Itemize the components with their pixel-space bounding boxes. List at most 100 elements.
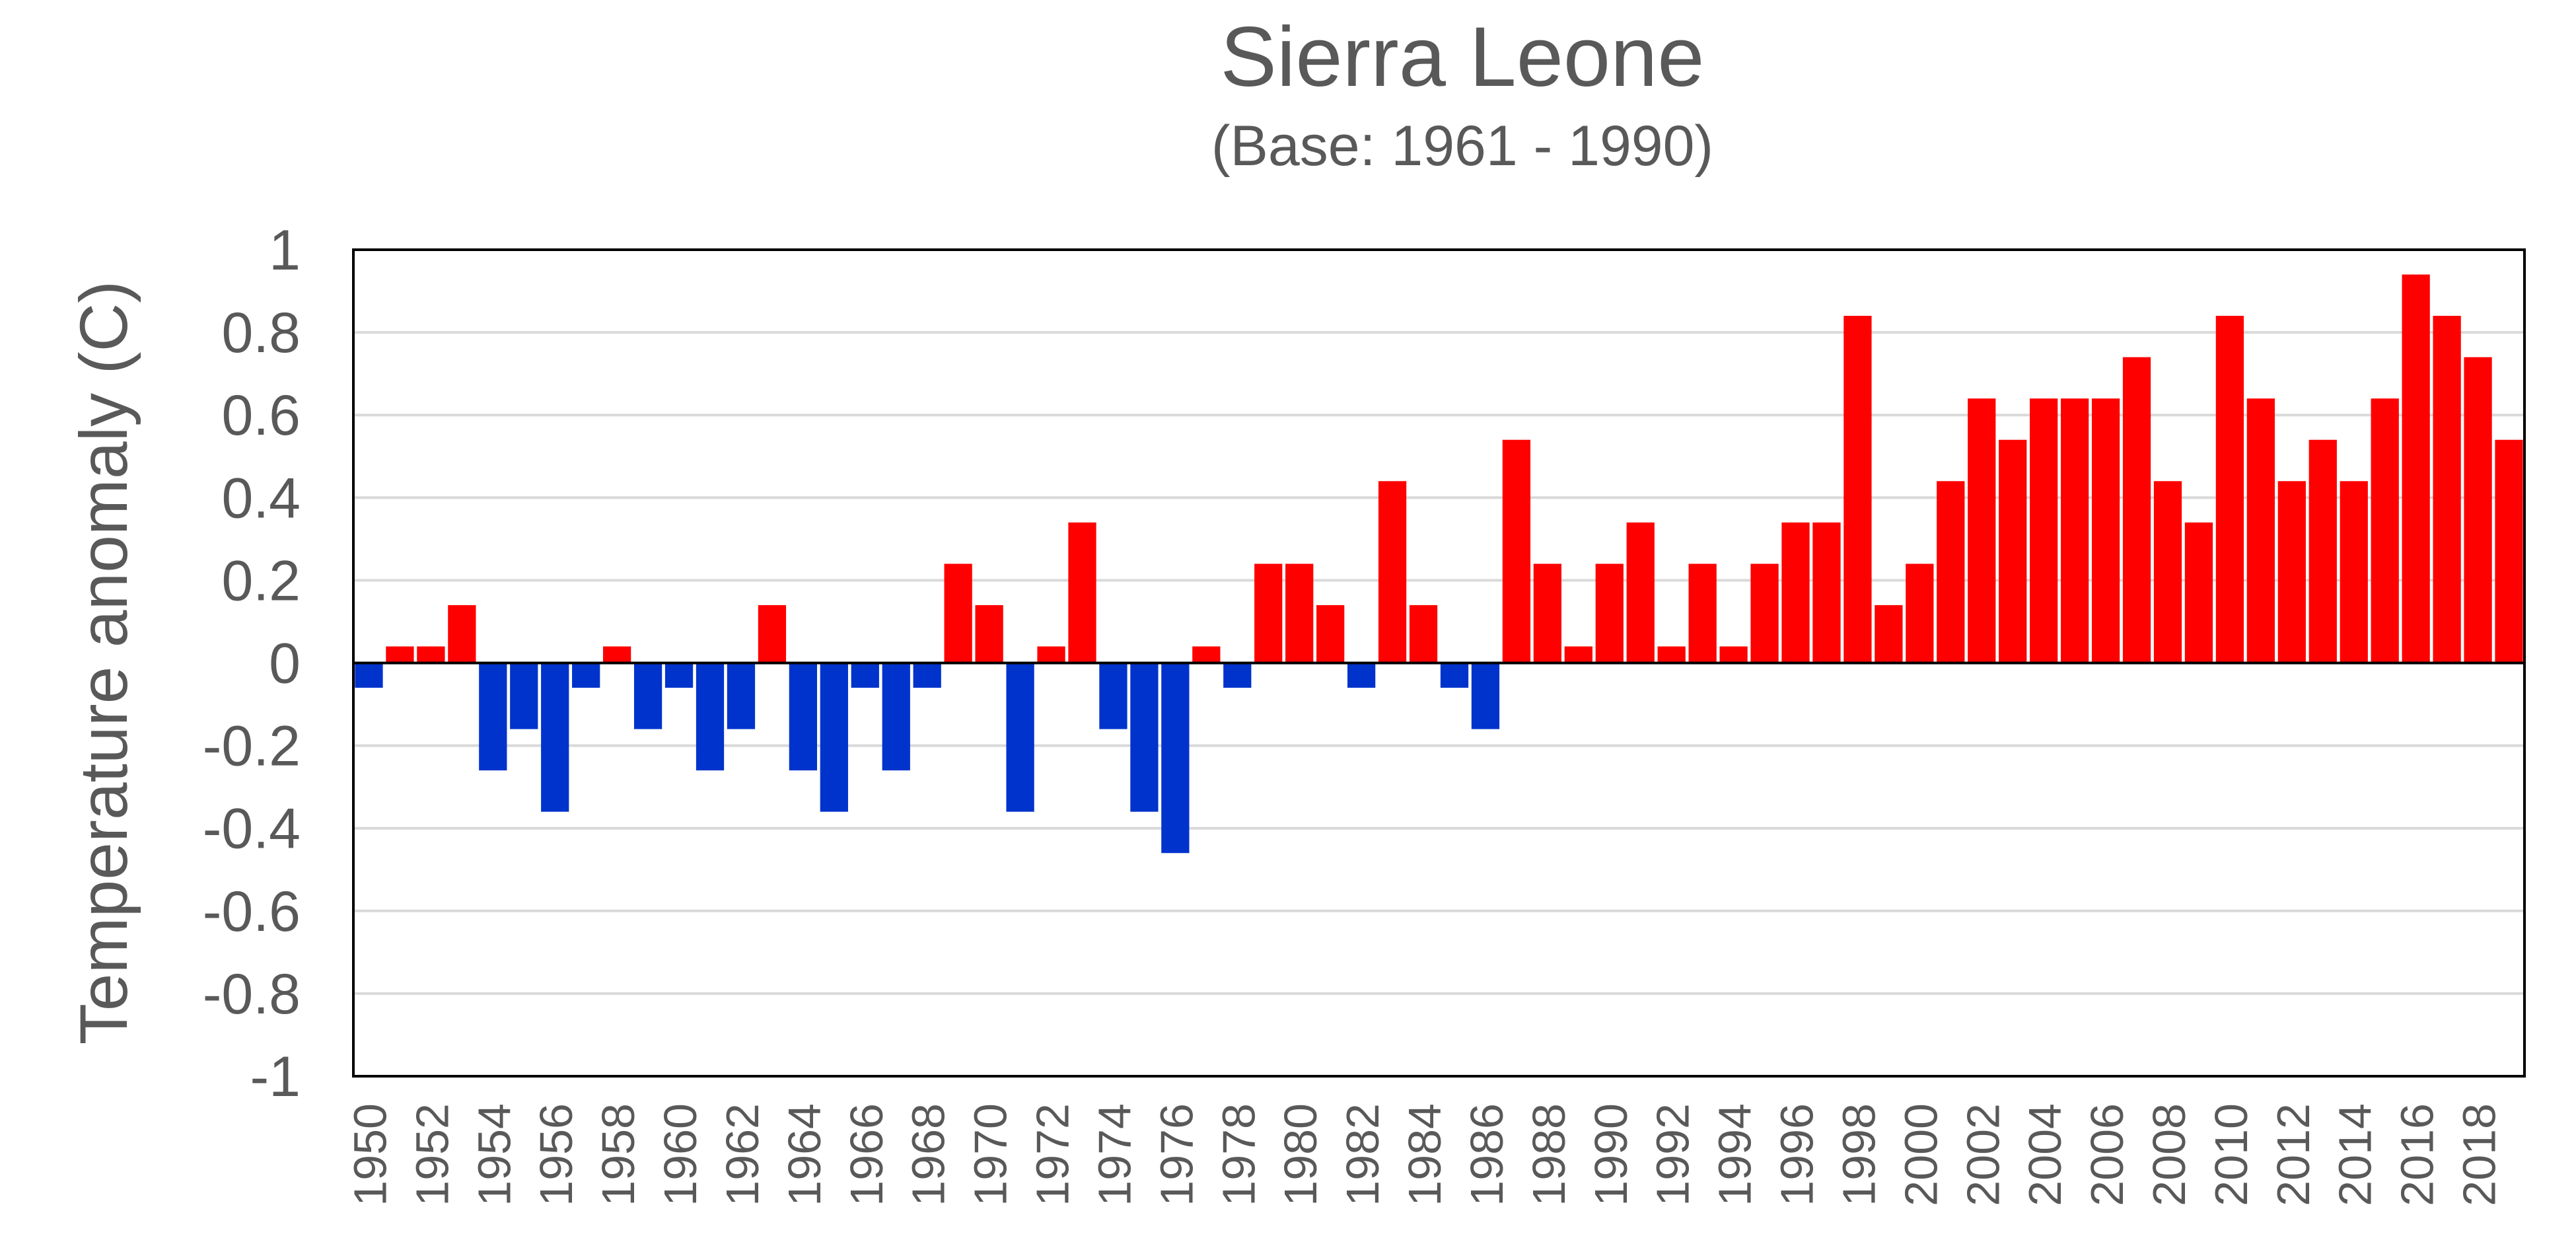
x-tick-label: 1954	[468, 1103, 520, 1206]
bar-1956	[541, 663, 569, 812]
bar-2015	[2371, 398, 2399, 663]
bar-1971	[1006, 663, 1034, 812]
bar-1990	[1595, 564, 1624, 663]
bar-1951	[386, 646, 414, 663]
bar-2013	[2308, 439, 2337, 663]
x-tick-label: 1974	[1089, 1103, 1140, 1206]
x-tick-label: 1960	[655, 1103, 706, 1206]
x-tick-label: 2008	[2143, 1103, 2195, 1206]
bar-2018	[2464, 357, 2492, 663]
bar-2000	[1906, 564, 1934, 663]
x-tick-label: 2002	[1957, 1103, 2009, 1206]
bar-1961	[696, 663, 725, 771]
bar-1963	[758, 605, 787, 663]
x-tick-label: 1980	[1275, 1103, 1326, 1206]
y-tick-label: -0.8	[203, 963, 301, 1026]
bar-1952	[417, 646, 445, 663]
bar-1973	[1068, 522, 1096, 663]
bar-2003	[1999, 439, 2027, 663]
bar-2006	[2091, 398, 2120, 663]
bar-1972	[1037, 646, 1065, 663]
y-tick-label: -0.2	[203, 715, 301, 778]
x-tick-label: 1952	[406, 1103, 458, 1206]
x-tick-labels: 1950 1952 1954 1956 1958 1960 1962 1964 1966 1968…	[344, 1103, 2505, 1206]
x-tick-label: 2014	[2330, 1103, 2381, 1206]
x-tick-label: 1950	[344, 1103, 396, 1206]
bar-1987	[1502, 439, 1531, 663]
bar-1996	[1781, 522, 1810, 663]
x-tick-label: 1986	[1461, 1103, 1513, 1206]
bar-1992	[1657, 646, 1686, 663]
bar-1964	[789, 663, 818, 771]
bar-2019	[2495, 439, 2523, 663]
bar-1982	[1347, 663, 1376, 688]
bar-1997	[1812, 522, 1841, 663]
chart-subtitle: (Base: 1961 - 1990)	[1211, 114, 1713, 178]
x-tick-label: 2004	[2019, 1103, 2071, 1206]
bar-1976	[1161, 663, 1190, 854]
x-tick-label: 1988	[1523, 1103, 1575, 1206]
bar-1993	[1688, 564, 1717, 663]
x-tick-label: 1996	[1771, 1103, 1823, 1206]
bar-1959	[633, 663, 662, 729]
y-tick-label: 0	[269, 632, 301, 696]
bar-1975	[1130, 663, 1159, 812]
x-tick-label: 1984	[1399, 1103, 1450, 1206]
bar-2004	[2030, 398, 2058, 663]
bar-1960	[664, 663, 694, 688]
x-tick-label: 1964	[779, 1103, 830, 1206]
bar-2010	[2215, 316, 2244, 663]
bar-2011	[2246, 398, 2275, 663]
bar-1967	[882, 663, 910, 771]
y-tick-label: 0.8	[221, 301, 301, 365]
x-tick-label: 2012	[2268, 1103, 2319, 1206]
bar-1991	[1626, 522, 1655, 663]
y-tick-label: 1	[269, 219, 301, 282]
y-tick-label: -1	[250, 1045, 301, 1109]
bar-1985	[1440, 663, 1469, 688]
y-tick-labels: 1 0.8 0.6 0.4 0.2 0 -0.2 -0.4 -0.6 -0.8 -1	[203, 219, 301, 1109]
bar-1970	[975, 605, 1003, 663]
bar-1969	[944, 564, 972, 663]
bar-1974	[1099, 663, 1127, 729]
bar-2008	[2153, 481, 2182, 663]
bar-1988	[1533, 564, 1561, 663]
bar-1999	[1875, 605, 1903, 663]
bar-1984	[1409, 605, 1438, 663]
x-tick-label: 2016	[2392, 1103, 2443, 1206]
y-tick-label: 0.4	[221, 466, 301, 530]
bar-1977	[1192, 646, 1221, 663]
x-tick-label: 1994	[1709, 1103, 1761, 1206]
bar-1980	[1285, 564, 1314, 663]
y-tick-label: 0.6	[221, 384, 301, 447]
x-tick-label: 1998	[1833, 1103, 1884, 1206]
bar-1953	[448, 605, 476, 663]
y-axis-label: Temperature anomaly (C)	[66, 281, 141, 1044]
x-tick-label: 1962	[717, 1103, 768, 1206]
x-tick-label: 2010	[2205, 1103, 2257, 1206]
bar-2017	[2433, 316, 2461, 663]
x-tick-label: 1966	[841, 1103, 892, 1206]
bar-1968	[913, 663, 941, 688]
bar-2016	[2402, 274, 2430, 663]
x-tick-label: 2006	[2081, 1103, 2133, 1206]
x-tick-label: 1956	[530, 1103, 582, 1206]
bar-1981	[1316, 605, 1345, 663]
x-tick-label: 1970	[965, 1103, 1017, 1206]
x-tick-label: 1990	[1585, 1103, 1637, 1206]
x-tick-label: 1972	[1027, 1103, 1079, 1206]
x-tick-label: 1978	[1213, 1103, 1264, 1206]
bar-2014	[2340, 481, 2368, 663]
bar-1965	[820, 663, 848, 812]
bar-1958	[603, 646, 631, 663]
bar-1989	[1564, 646, 1592, 663]
bar-1957	[572, 663, 600, 688]
bar-1983	[1378, 481, 1407, 663]
y-tick-label: -0.6	[203, 880, 301, 943]
x-tick-label: 1968	[903, 1103, 954, 1206]
x-tick-label: 1958	[592, 1103, 644, 1206]
bar-2012	[2277, 481, 2306, 663]
y-tick-label: -0.4	[203, 797, 301, 861]
bar-2009	[2184, 522, 2213, 663]
y-tick-label: 0.2	[221, 549, 301, 612]
